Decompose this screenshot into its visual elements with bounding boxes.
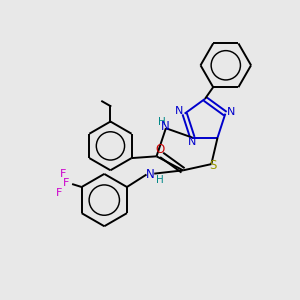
Text: N: N	[175, 106, 184, 116]
Text: S: S	[209, 159, 216, 172]
Text: N: N	[161, 120, 170, 133]
Text: N: N	[188, 137, 196, 147]
Text: H: H	[156, 176, 164, 185]
Text: H: H	[158, 117, 165, 127]
Text: F: F	[56, 188, 62, 198]
Text: O: O	[155, 143, 165, 156]
Text: N: N	[146, 168, 154, 181]
Text: F: F	[62, 178, 69, 188]
Text: N: N	[226, 107, 235, 117]
Text: F: F	[59, 169, 66, 178]
